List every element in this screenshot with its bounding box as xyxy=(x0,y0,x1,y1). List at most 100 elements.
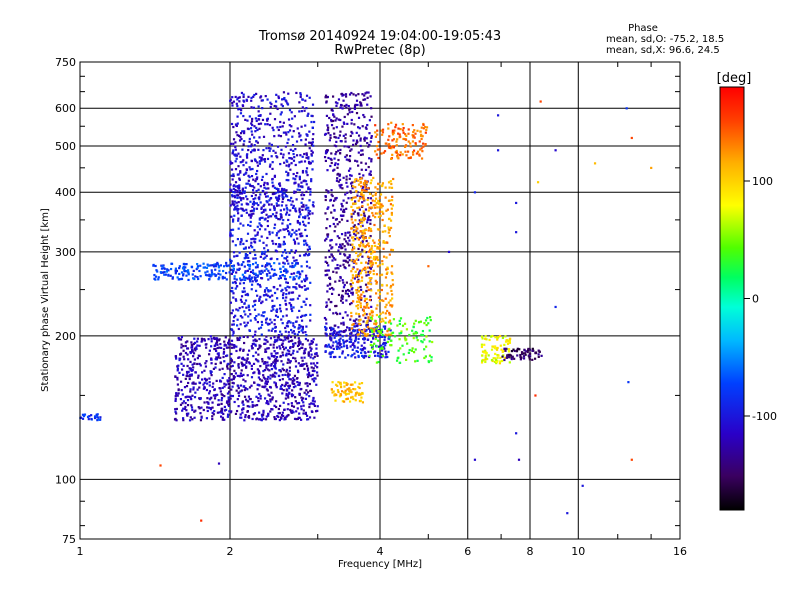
data-point xyxy=(273,261,276,265)
data-point xyxy=(305,260,309,263)
data-point xyxy=(292,349,295,352)
data-point xyxy=(305,171,308,174)
data-point xyxy=(251,185,254,188)
data-point xyxy=(360,381,364,385)
data-point xyxy=(287,179,290,182)
data-point xyxy=(480,343,484,346)
data-point xyxy=(388,313,391,316)
data-point xyxy=(288,124,291,127)
data-point xyxy=(275,400,278,403)
data-point xyxy=(360,191,363,194)
data-point xyxy=(344,329,347,332)
data-point xyxy=(216,346,219,350)
data-point xyxy=(211,401,214,404)
data-point xyxy=(365,183,368,186)
data-point xyxy=(386,292,389,295)
data-point xyxy=(344,289,348,293)
data-point xyxy=(210,274,213,277)
data-point xyxy=(292,172,295,176)
data-point xyxy=(174,375,177,378)
data-point xyxy=(299,154,302,157)
data-point xyxy=(193,358,196,361)
data-point xyxy=(269,208,272,211)
data-point xyxy=(231,334,234,337)
data-point xyxy=(357,222,360,226)
data-point xyxy=(355,190,358,193)
data-point xyxy=(361,153,364,156)
data-point xyxy=(292,356,295,360)
data-point xyxy=(348,93,352,96)
data-point xyxy=(196,337,199,340)
data-point xyxy=(334,267,337,270)
data-point xyxy=(359,331,363,334)
data-point xyxy=(239,282,242,285)
data-point xyxy=(368,328,372,332)
data-point xyxy=(369,95,372,98)
data-point xyxy=(349,396,353,399)
data-point xyxy=(330,328,333,332)
data-point xyxy=(260,413,264,416)
data-point xyxy=(334,101,338,104)
data-point xyxy=(420,157,424,160)
data-point xyxy=(341,187,344,190)
data-point xyxy=(231,343,234,346)
data-point xyxy=(341,301,344,304)
data-point xyxy=(274,314,278,317)
data-point xyxy=(220,410,223,413)
data-point xyxy=(186,340,189,343)
data-point xyxy=(230,268,233,271)
data-point xyxy=(249,244,253,247)
data-point xyxy=(266,400,269,403)
data-point xyxy=(357,392,361,395)
data-point xyxy=(270,367,274,371)
data-point xyxy=(364,236,367,240)
data-point xyxy=(231,200,234,203)
data-point xyxy=(356,304,360,307)
data-point xyxy=(187,358,190,361)
data-point xyxy=(335,304,338,308)
data-point xyxy=(272,373,275,376)
data-point xyxy=(287,165,290,168)
data-point xyxy=(348,337,351,341)
data-point xyxy=(296,316,299,319)
data-point xyxy=(395,359,399,362)
data-point xyxy=(251,263,255,266)
data-point xyxy=(367,350,370,353)
data-point xyxy=(262,210,265,213)
data-point xyxy=(227,396,230,399)
data-point xyxy=(255,339,258,342)
data-point xyxy=(194,391,197,394)
data-point xyxy=(369,197,373,200)
data-point xyxy=(287,172,290,175)
data-point xyxy=(223,385,226,388)
data-point xyxy=(369,262,372,265)
data-point xyxy=(286,208,289,211)
data-point xyxy=(385,268,388,271)
data-point xyxy=(282,315,285,318)
data-point xyxy=(360,230,363,233)
data-point xyxy=(288,391,291,394)
data-point xyxy=(229,188,232,191)
data-point xyxy=(289,303,293,307)
data-point xyxy=(270,309,273,312)
data-point xyxy=(360,218,363,221)
data-point xyxy=(365,329,368,332)
data-point xyxy=(275,346,279,349)
data-point xyxy=(375,327,378,330)
data-point xyxy=(519,353,522,357)
data-point xyxy=(166,268,169,271)
data-point xyxy=(333,230,336,233)
data-point xyxy=(371,314,374,317)
data-point xyxy=(357,274,361,278)
data-point xyxy=(293,240,297,243)
data-point xyxy=(412,134,415,138)
data-point xyxy=(367,270,370,274)
data-point xyxy=(186,413,189,416)
data-point xyxy=(377,325,380,328)
data-point xyxy=(263,203,266,206)
data-point xyxy=(383,241,387,244)
data-point xyxy=(163,267,166,270)
data-point xyxy=(515,432,518,435)
data-point xyxy=(405,134,408,138)
data-point xyxy=(268,271,271,275)
